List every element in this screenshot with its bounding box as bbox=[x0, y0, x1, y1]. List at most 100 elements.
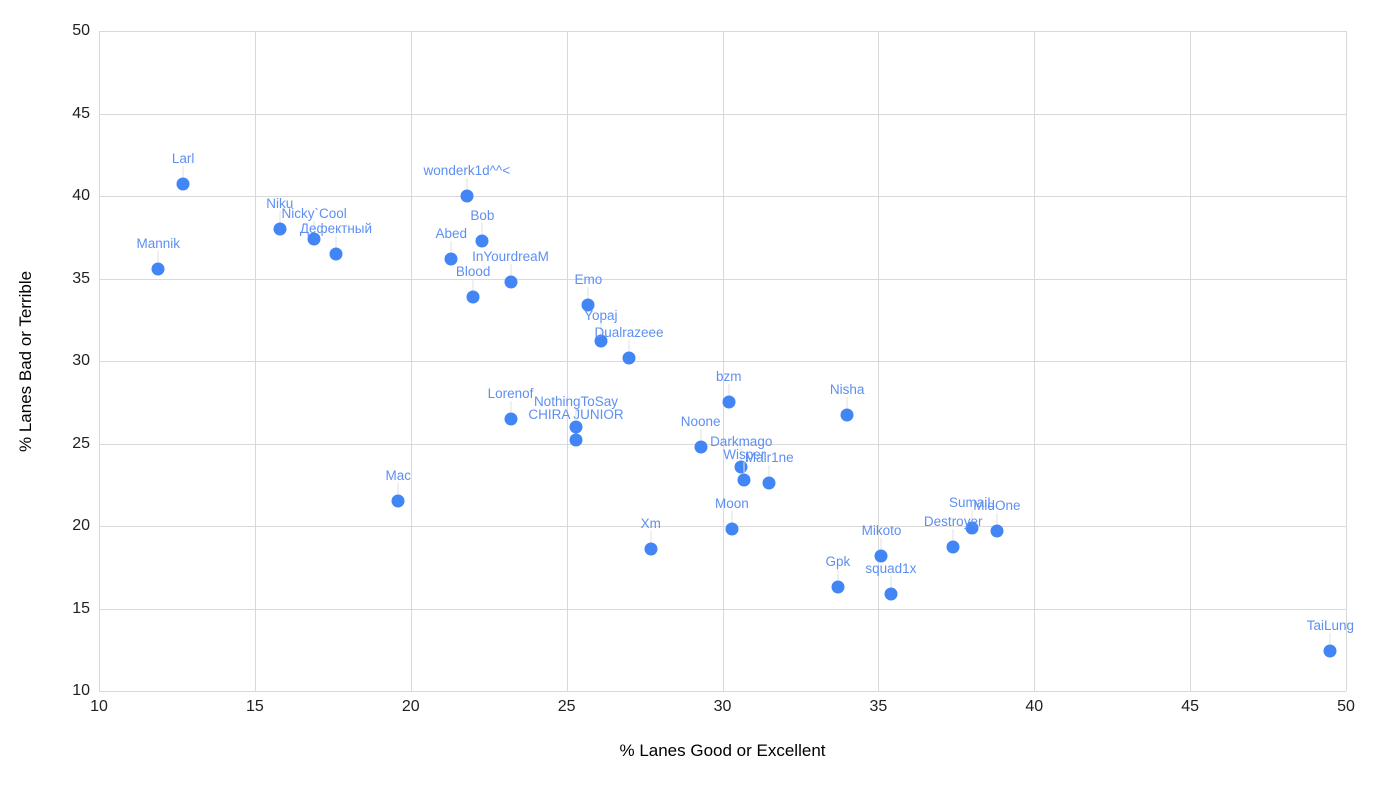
x-tick-label: 25 bbox=[557, 698, 576, 715]
data-point[interactable] bbox=[581, 298, 595, 312]
label-leader-line bbox=[510, 263, 511, 282]
y-gridline bbox=[99, 278, 1346, 280]
label-leader-line bbox=[728, 384, 730, 403]
label-leader-line bbox=[650, 531, 652, 550]
label-leader-line bbox=[450, 240, 452, 259]
data-point-label: Mac bbox=[385, 468, 412, 484]
x-tick-label: 35 bbox=[869, 698, 888, 715]
y-gridline bbox=[99, 608, 1346, 610]
y-gridline bbox=[99, 443, 1346, 445]
y-axis-title: % Lanes Bad or Terrible bbox=[16, 270, 35, 452]
data-point[interactable] bbox=[622, 351, 636, 365]
label-leader-line bbox=[335, 235, 337, 254]
data-point-label: squad1x bbox=[865, 560, 917, 576]
data-point-label: Wisper bbox=[723, 446, 766, 462]
y-gridline bbox=[99, 31, 1346, 32]
label-leader-line bbox=[510, 400, 511, 419]
label-leader-line bbox=[466, 178, 468, 196]
data-point[interactable] bbox=[569, 433, 583, 447]
data-point-label: Dualrazeee bbox=[594, 324, 664, 340]
data-point-label: MidOne bbox=[973, 497, 1021, 513]
label-leader-line bbox=[313, 220, 315, 239]
data-point[interactable] bbox=[444, 252, 458, 266]
data-point[interactable] bbox=[504, 412, 517, 426]
label-leader-line bbox=[157, 250, 159, 269]
label-leader-line bbox=[472, 278, 474, 297]
data-point[interactable] bbox=[151, 262, 165, 276]
data-point-label: Gpk bbox=[825, 554, 851, 570]
data-point-label: SumaiL bbox=[949, 494, 995, 510]
data-point[interactable] bbox=[990, 524, 1004, 538]
data-point-label: Moon bbox=[714, 496, 749, 512]
data-point[interactable] bbox=[475, 234, 489, 248]
data-point-label: InYourdreaM bbox=[472, 248, 549, 264]
data-point[interactable] bbox=[329, 247, 343, 261]
data-point-label: Niku bbox=[266, 196, 294, 211]
data-point-label: Mikoto bbox=[861, 522, 902, 538]
data-point[interactable] bbox=[594, 334, 608, 348]
x-tick-label: 20 bbox=[401, 698, 420, 715]
label-leader-line bbox=[731, 511, 733, 530]
data-point-label: TaiLung bbox=[1306, 618, 1355, 634]
y-gridline bbox=[99, 526, 1346, 527]
label-leader-line bbox=[743, 461, 745, 480]
data-point-label: NothingToSay bbox=[533, 394, 618, 409]
x-tick-label: 50 bbox=[1337, 698, 1355, 715]
data-point-label: Xm bbox=[640, 516, 661, 532]
data-point-label: Lorenof bbox=[487, 385, 534, 401]
y-gridline bbox=[99, 196, 1346, 197]
data-point[interactable] bbox=[694, 440, 708, 454]
data-point[interactable] bbox=[1323, 644, 1337, 658]
label-leader-line bbox=[600, 323, 602, 342]
data-point-label: Nisha bbox=[829, 382, 865, 398]
x-tick-label: 15 bbox=[245, 698, 264, 715]
data-point[interactable] bbox=[874, 549, 888, 563]
data-point-label: Mannik bbox=[136, 235, 180, 251]
label-leader-line bbox=[740, 448, 742, 467]
y-gridline bbox=[99, 691, 1346, 692]
label-leader-line bbox=[971, 509, 973, 528]
data-point-label: Дефектный bbox=[299, 220, 373, 236]
data-point-label: Bob bbox=[470, 207, 495, 223]
data-point[interactable] bbox=[737, 473, 751, 487]
data-point[interactable] bbox=[965, 521, 979, 535]
x-tick-label: 10 bbox=[90, 698, 108, 715]
data-point[interactable] bbox=[460, 189, 474, 203]
data-point[interactable] bbox=[273, 222, 287, 236]
data-point-label: Yopaj bbox=[584, 308, 618, 324]
data-point[interactable] bbox=[840, 408, 854, 422]
label-leader-line bbox=[397, 483, 399, 502]
x-tick-label: 40 bbox=[1025, 698, 1044, 715]
data-point-label: bzm bbox=[715, 369, 742, 385]
data-point[interactable] bbox=[391, 494, 405, 508]
data-point[interactable] bbox=[725, 522, 739, 536]
label-leader-line bbox=[575, 409, 577, 427]
data-point[interactable] bbox=[466, 290, 480, 304]
x-tick-label: 30 bbox=[713, 698, 732, 715]
label-leader-line bbox=[837, 569, 839, 588]
y-tick-label: 45 bbox=[72, 104, 90, 122]
label-leader-line bbox=[846, 397, 848, 416]
data-point-label: Blood bbox=[455, 263, 491, 279]
plot-area: 10 15 20 25 30 35 40 45 50 10 15 20 25 30 35 40 45 50 Larl… bbox=[72, 22, 1355, 715]
data-point[interactable] bbox=[946, 540, 960, 554]
data-point[interactable] bbox=[884, 587, 898, 601]
data-point-label: Noone bbox=[680, 413, 721, 429]
data-point-label: Abed bbox=[435, 225, 468, 241]
data-point[interactable] bbox=[176, 177, 190, 191]
data-point[interactable] bbox=[307, 232, 321, 246]
data-point-label: wonderk1d^^< bbox=[423, 163, 511, 178]
data-point-label: Nicky`Cool bbox=[281, 205, 347, 221]
data-point[interactable] bbox=[644, 542, 658, 556]
data-point-label: Emo bbox=[574, 271, 603, 287]
label-leader-line bbox=[587, 286, 589, 305]
data-point[interactable] bbox=[762, 476, 776, 490]
data-point[interactable] bbox=[722, 395, 736, 409]
x-gridline bbox=[1346, 31, 1347, 691]
data-point[interactable] bbox=[831, 580, 845, 594]
data-point[interactable] bbox=[569, 420, 583, 434]
data-point[interactable] bbox=[504, 275, 517, 289]
data-point-label: Malr1ne bbox=[744, 450, 794, 466]
y-tick-label: 20 bbox=[72, 517, 90, 534]
